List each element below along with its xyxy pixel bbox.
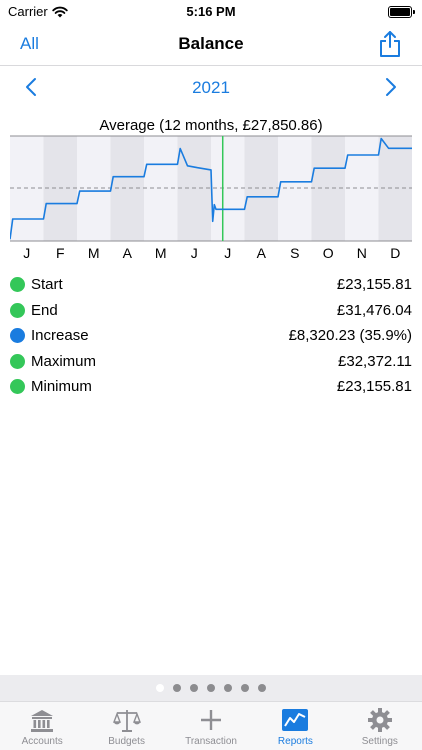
x-tick-label: D (390, 245, 400, 261)
page-dot[interactable] (241, 684, 249, 692)
month-band (43, 136, 77, 241)
month-band (177, 136, 211, 241)
scales-icon (112, 710, 141, 732)
stat-value: £23,155.81 (336, 276, 412, 294)
x-tick-label: A (257, 245, 267, 261)
x-tick-label: J (23, 245, 30, 261)
x-tick-label: F (56, 245, 65, 261)
tab-bar: Accounts Budgets Transaction Reports Sett… (0, 701, 422, 750)
page-indicator[interactable] (0, 675, 422, 701)
month-band (378, 136, 412, 241)
x-tick-label: A (123, 245, 133, 261)
year-selector: 2021 (0, 70, 422, 106)
stat-label: Start (31, 276, 63, 294)
x-tick-label: J (224, 245, 231, 261)
stat-label: Maximum (31, 352, 97, 370)
x-tick-label: M (155, 245, 167, 261)
month-band (110, 136, 144, 241)
tab-label: Settings (361, 736, 398, 747)
x-tick-label: O (323, 245, 334, 261)
x-tick-label: S (290, 245, 299, 261)
month-band (244, 136, 278, 241)
page-dot[interactable] (224, 684, 232, 692)
stat-row-end: End £31,476.04 (10, 298, 412, 324)
stat-value: £8,320.23 (35.9%) (288, 327, 412, 345)
wifi-icon (52, 6, 68, 17)
stat-row-minimum: Minimum £23,155.81 (10, 374, 412, 400)
page-dot[interactable] (173, 684, 181, 692)
chevron-right-icon[interactable] (380, 76, 400, 98)
month-band (144, 136, 178, 241)
nav-bar: All Balance (0, 24, 422, 66)
plus-icon (201, 710, 222, 730)
stat-label: Minimum (31, 378, 92, 396)
year-label[interactable]: 2021 (192, 78, 230, 97)
stat-row-start: Start £23,155.81 (10, 272, 412, 298)
status-dot-icon (10, 302, 25, 318)
chart-title: Average (12 months, £27,850.86) (99, 117, 323, 134)
status-time: 5:16 PM (186, 4, 236, 19)
tab-label: Reports (277, 736, 313, 747)
tab-budgets[interactable]: Budgets (84, 702, 168, 750)
status-bar: Carrier 5:16 PM (0, 0, 422, 24)
x-tick-label: N (357, 245, 367, 261)
page-dot[interactable] (190, 684, 198, 692)
carrier-label: Carrier (8, 4, 48, 19)
stat-label: Increase (31, 327, 89, 345)
battery-icon (388, 6, 415, 18)
tab-label: Accounts (21, 736, 63, 747)
tab-transaction[interactable]: Transaction (169, 702, 253, 750)
month-band (211, 136, 245, 241)
month-band (10, 136, 44, 241)
tab-label: Budgets (108, 736, 145, 747)
status-dot-icon (10, 328, 25, 344)
status-dot-icon (10, 379, 25, 395)
share-icon[interactable] (378, 30, 402, 58)
gear-icon (367, 708, 392, 732)
x-tick-label: J (191, 245, 198, 261)
page-dot[interactable] (207, 684, 215, 692)
all-button[interactable]: All (20, 34, 39, 53)
month-band (77, 136, 111, 241)
stat-value: £23,155.81 (336, 378, 412, 396)
stat-row-increase: Increase £8,320.23 (35.9%) (10, 323, 412, 349)
stat-value: £31,476.04 (336, 301, 412, 319)
month-band (311, 136, 345, 241)
x-tick-label: M (88, 245, 100, 261)
page-dot[interactable] (258, 684, 266, 692)
chart-icon (282, 709, 309, 731)
stats-list: Start £23,155.81 End £31,476.04 Increase £8,3… (10, 272, 412, 400)
status-carrier: Carrier (8, 4, 68, 19)
month-band (278, 136, 312, 241)
page-title: Balance (178, 34, 244, 53)
stat-value: £32,372.11 (338, 352, 412, 370)
tab-label: Transaction (185, 736, 237, 747)
stat-row-maximum: Maximum £32,372.11 (10, 349, 412, 375)
tab-accounts[interactable]: Accounts (0, 702, 84, 750)
tab-settings[interactable]: Settings (338, 702, 422, 750)
stat-label: End (31, 301, 58, 319)
bank-icon (31, 710, 54, 732)
status-dot-icon (10, 277, 25, 293)
month-band (345, 136, 379, 241)
balance-line (10, 137, 412, 240)
status-dot-icon (10, 353, 25, 369)
page-dot[interactable] (156, 684, 164, 692)
tab-reports[interactable]: Reports (253, 702, 337, 750)
chevron-left-icon[interactable] (22, 76, 42, 98)
